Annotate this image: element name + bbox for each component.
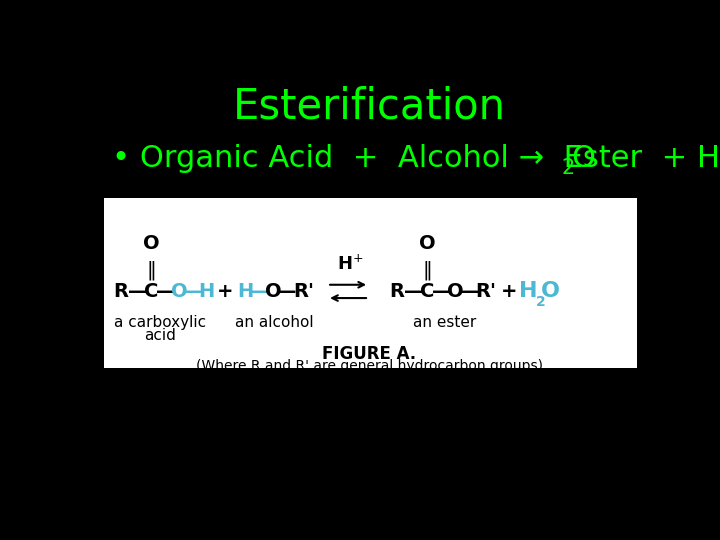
Text: R: R (390, 282, 405, 301)
Text: C: C (420, 282, 435, 301)
Text: H: H (237, 282, 253, 301)
Text: C: C (144, 282, 158, 301)
Text: +: + (217, 282, 233, 301)
Text: +: + (501, 282, 518, 301)
Text: —: — (156, 282, 175, 301)
Text: —: — (277, 282, 297, 301)
Text: Esterification: Esterification (233, 85, 505, 127)
Text: an ester: an ester (413, 315, 476, 330)
Text: (Where R and R' are general hydrocarbon groups): (Where R and R' are general hydrocarbon … (196, 359, 542, 373)
Text: H: H (519, 281, 537, 301)
Text: 2: 2 (536, 295, 545, 309)
Text: —: — (184, 282, 203, 301)
Text: +: + (352, 252, 363, 265)
Text: H: H (338, 255, 353, 273)
Text: O: O (572, 144, 595, 173)
Text: —: — (127, 282, 147, 301)
Text: FIGURE A.: FIGURE A. (322, 345, 416, 363)
Text: —: — (404, 282, 423, 301)
Text: • Organic Acid  +  Alcohol →  Ester  + H: • Organic Acid + Alcohol → Ester + H (112, 144, 720, 173)
Text: an alcohol: an alcohol (235, 315, 313, 330)
Text: R: R (113, 282, 128, 301)
Text: O: O (541, 281, 560, 301)
Text: O: O (419, 234, 436, 253)
Text: —: — (432, 282, 451, 301)
Text: O: O (265, 282, 282, 301)
Text: R': R' (476, 282, 497, 301)
FancyBboxPatch shape (104, 198, 637, 368)
Text: acid: acid (144, 328, 176, 342)
Text: a carboxylic: a carboxylic (114, 315, 206, 330)
Text: ‖: ‖ (146, 260, 156, 280)
Text: O: O (447, 282, 464, 301)
Text: —: — (249, 282, 269, 301)
Text: O: O (171, 282, 188, 301)
Text: 2: 2 (562, 158, 575, 178)
Text: O: O (143, 234, 160, 253)
Text: R': R' (293, 282, 314, 301)
Text: —: — (460, 282, 479, 301)
Text: ‖: ‖ (423, 260, 433, 280)
Text: H: H (198, 282, 214, 301)
